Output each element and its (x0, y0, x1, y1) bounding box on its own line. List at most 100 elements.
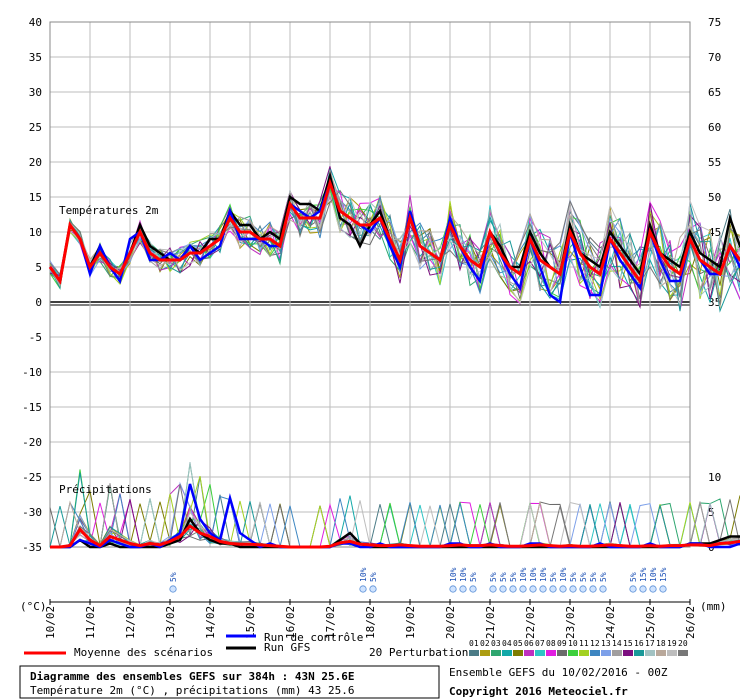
x-tick-label: 15/02 (244, 606, 257, 639)
perturbation-legend-swatch (513, 650, 523, 656)
perturbation-precip-line-10 (50, 469, 740, 548)
y-right-precip-tick-label: 5 (708, 506, 715, 519)
snowflake-icon (559, 585, 567, 593)
perturbation-legend-swatch (491, 650, 501, 656)
perturbation-legend-id: 09 (557, 639, 567, 648)
snowflake-icon (509, 585, 517, 593)
temp-section-label: Températures 2m (59, 204, 159, 217)
x-tick-label: 26/02 (684, 606, 697, 639)
perturbation-legend-id: 18 (656, 639, 666, 648)
perturbation-legend: 01 02 03 04 05 06 07 08 09 10 11 12 13 14 15 16 17 18 19 20 (469, 639, 688, 656)
x-tick-label: 22/02 (524, 606, 537, 639)
perturbation-legend-id: 06 (524, 639, 534, 648)
perturbation-legend-swatch (469, 650, 479, 656)
snow-probability-label: 5% (469, 572, 478, 582)
x-tick-label: 21/02 (484, 606, 497, 639)
y-right-tick-label: 55 (708, 156, 721, 169)
perturbation-legend-id: 05 (513, 639, 523, 648)
snow-probability-label: 10% (359, 567, 368, 582)
snow-probability-label: 10% (519, 567, 528, 582)
snowflake-icon (529, 585, 537, 593)
perturbation-legend-id: 13 (601, 639, 611, 648)
x-tick-label: 19/02 (404, 606, 417, 639)
x-tick-label: 13/02 (164, 606, 177, 639)
perturbation-legend-swatch (579, 650, 589, 656)
snowflake-icon (499, 585, 507, 593)
perturbation-lines (49, 165, 740, 548)
perturbation-legend-swatch (678, 650, 688, 656)
perturbation-legend-id: 07 (535, 639, 545, 648)
snow-probability-label: 5% (589, 572, 598, 582)
snowflake-icon (489, 585, 497, 593)
y-left-unit: (°C) (20, 600, 47, 613)
y-left-tick-label: 20 (29, 156, 42, 169)
perturbation-legend-id: 19 (667, 639, 677, 648)
y-right-unit: (mm) (700, 600, 727, 613)
y-right-tick-label: 50 (708, 191, 721, 204)
snow-probability-label: 10% (649, 567, 658, 582)
perturbation-legend-id: 14 (612, 639, 622, 648)
snow-probability-label: 15% (639, 567, 648, 582)
y-left-tick-label: 10 (29, 226, 42, 239)
snow-probability-label: 5% (369, 572, 378, 582)
snowflake-icon (649, 585, 657, 593)
y-left-tick-label: -10 (22, 366, 42, 379)
perturbation-legend-swatch (480, 650, 490, 656)
perturbation-legend-id: 20 (678, 639, 688, 648)
tick-labels: 4035302520151050-5-10-15-20-25-30-357570… (22, 16, 721, 639)
perturbation-legend-swatch (502, 650, 512, 656)
y-right-tick-label: 60 (708, 121, 721, 134)
y-right-precip-tick-label: 10 (708, 471, 721, 484)
y-right-tick-label: 75 (708, 16, 721, 29)
info-box (19, 665, 440, 699)
snow-probability-label: 5% (509, 572, 518, 582)
y-right-tick-label: 70 (708, 51, 721, 64)
x-tick-label: 23/02 (564, 606, 577, 639)
mean-precip-line (50, 524, 740, 549)
y-left-tick-label: 5 (35, 261, 42, 274)
x-tick-label: 11/02 (84, 606, 97, 639)
legend-mean-label: Moyenne des scénarios (74, 646, 213, 659)
perturbation-legend-id: 16 (634, 639, 644, 648)
snow-probability-label: 10% (559, 567, 568, 582)
perturbation-legend-swatch (645, 650, 655, 656)
perturbation-legend-swatch (557, 650, 567, 656)
perturbation-temp-line-13 (49, 180, 740, 298)
x-tick-label: 12/02 (124, 606, 137, 639)
perturbation-legend-swatch (535, 650, 545, 656)
snow-probability-label: 10% (459, 567, 468, 582)
legend-control-label: Run de contrôle (264, 631, 363, 644)
run-info: Ensemble GEFS du 10/02/2016 - 00Z (449, 666, 668, 679)
perturbation-legend-id: 12 (590, 639, 600, 648)
x-tick-label: 18/02 (364, 606, 377, 639)
y-left-tick-label: -20 (22, 436, 42, 449)
chart-subtitle: Température 2m (°C) , précipitations (mm… (30, 684, 355, 697)
perturbations-label: 20 Perturbations (369, 646, 475, 659)
snowflake-icon (369, 585, 377, 593)
snow-probability-label: 5% (629, 572, 638, 582)
perturbation-legend-id: 08 (546, 639, 556, 648)
perturbation-legend-id: 04 (502, 639, 512, 648)
snowflake-icon (579, 585, 587, 593)
y-left-tick-label: 35 (29, 51, 42, 64)
snowflake-icon (519, 585, 527, 593)
perturbation-legend-id: 03 (491, 639, 501, 648)
legend: Run de contrôle Run GFS Moyenne des scén… (24, 631, 688, 659)
y-left-tick-label: 40 (29, 16, 42, 29)
snowflake-icon (639, 585, 647, 593)
snow-probability-label: 10% (539, 567, 548, 582)
perturbation-legend-swatch (623, 650, 633, 656)
perturbation-legend-id: 10 (568, 639, 578, 648)
perturbation-legend-swatch (656, 650, 666, 656)
perturbation-legend-swatch (524, 650, 534, 656)
snow-probability-label: 5% (579, 572, 588, 582)
perturbation-legend-id: 15 (623, 639, 633, 648)
snowflake-icon (539, 585, 547, 593)
y-left-tick-label: 15 (29, 191, 42, 204)
perturbation-legend-id: 17 (645, 639, 655, 648)
y-left-tick-label: -15 (22, 401, 42, 414)
legend-gfs-label: Run GFS (264, 641, 310, 654)
perturbation-precip-line-16 (49, 472, 740, 548)
snow-probability-label: 15% (659, 567, 668, 582)
